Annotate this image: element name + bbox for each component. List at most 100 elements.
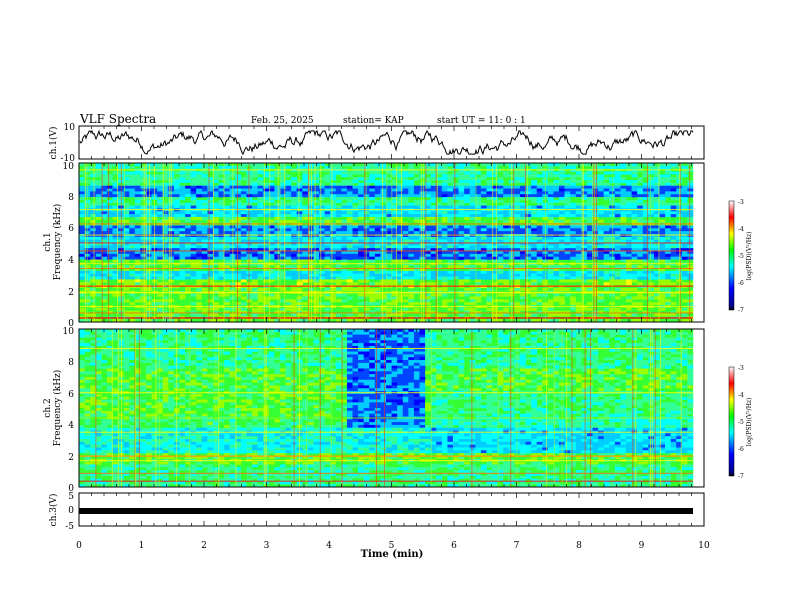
- spectrogram-cell: [497, 202, 504, 206]
- spectrogram-cell: [185, 163, 191, 167]
- spectrogram-cell: [374, 231, 381, 235]
- spectrogram-cell: [274, 199, 281, 204]
- spectrogram-cell: [614, 214, 621, 218]
- spectrogram-cell: [519, 259, 526, 263]
- spectrogram-cell: [240, 231, 247, 235]
- spectrogram-cell: [157, 242, 164, 246]
- spectrogram-cell: [224, 259, 231, 263]
- spectrogram-cell: [240, 307, 247, 311]
- spectrogram-cell: [129, 242, 136, 246]
- spectrogram-cell: [319, 188, 325, 192]
- spectrogram-cell: [665, 165, 671, 169]
- spectrogram-cell: [525, 228, 532, 232]
- spectrogram-cell: [95, 282, 102, 286]
- spectrogram-cell: [659, 225, 666, 229]
- spectrogram-cell: [603, 245, 610, 249]
- spectrogram-cell: [212, 259, 219, 263]
- spectrogram-cell: [190, 177, 197, 181]
- spectrogram-cell: [302, 174, 309, 178]
- spectrogram-cell: [653, 287, 660, 292]
- spectrogram-cell: [173, 191, 180, 195]
- spectrogram-cell: [352, 171, 359, 175]
- spectrogram-cell: [369, 194, 376, 198]
- spectrogram-cell: [95, 216, 102, 221]
- spectrogram-cell: [173, 259, 180, 263]
- spectrogram-cell: [346, 248, 353, 252]
- spectrogram-cell: [413, 259, 420, 263]
- spectrogram-cell: [514, 248, 521, 252]
- spectrogram-cell: [380, 293, 387, 297]
- spectrogram-cell: [447, 163, 454, 167]
- spectrogram-cell: [129, 225, 136, 229]
- spectrogram-cell: [503, 293, 510, 297]
- spectrogram-cell: [464, 293, 471, 297]
- spectrogram-cell: [173, 165, 180, 169]
- spectrogram-cell: [514, 191, 521, 195]
- spectrogram-cell: [559, 245, 565, 249]
- station-label: station= KAP: [343, 116, 404, 126]
- spectrogram-cell: [179, 188, 186, 192]
- spectrogram-cell: [514, 199, 521, 204]
- spectrogram-cell: [95, 236, 102, 240]
- spectrogram-cell: [335, 191, 342, 195]
- spectrogram-cell: [212, 163, 219, 167]
- spectrogram-cell: [659, 282, 666, 286]
- spectrogram-cell: [257, 171, 264, 175]
- spectrogram-cell: [291, 205, 297, 209]
- spectrogram-cell: [531, 282, 538, 286]
- spectrogram-cell: [157, 307, 164, 311]
- spectrogram-cell: [480, 287, 487, 292]
- spectrogram-cell: [79, 253, 85, 257]
- spectrogram-cell: [145, 199, 152, 204]
- spectrogram-cell: [106, 199, 113, 204]
- spectrogram-cell: [335, 171, 342, 175]
- spectrogram-cell: [129, 177, 136, 181]
- spectrogram-cell: [185, 216, 191, 221]
- spectrogram-cell: [268, 248, 275, 252]
- spectrogram-cell: [380, 171, 387, 175]
- spectrogram-cell: [676, 177, 683, 181]
- spectrogram-cell: [525, 253, 532, 257]
- spectrogram-cell: [179, 307, 186, 311]
- spectrogram-cell: [592, 231, 599, 235]
- spectrogram-cell: [531, 194, 538, 198]
- spectrogram-cell: [492, 177, 498, 181]
- spectrogram-cell: [224, 299, 231, 303]
- spectrogram-cell: [475, 245, 482, 249]
- spectrogram-cell: [620, 165, 627, 169]
- spectrogram-cell: [486, 182, 493, 187]
- spectrogram-cell: [252, 293, 258, 297]
- spectrogram-cell: [631, 251, 638, 255]
- spectrogram-cell: [603, 163, 610, 167]
- spectrogram-cell: [592, 248, 599, 252]
- spectrogram-cell: [559, 256, 565, 260]
- spectrogram-cell: [358, 177, 364, 181]
- spectrogram-cell: [145, 205, 152, 209]
- spectrogram-cell: [653, 214, 660, 218]
- spectrogram-cell: [263, 270, 270, 275]
- spectrogram-cell: [285, 199, 292, 204]
- spectrogram-cell: [681, 239, 688, 243]
- spectrogram-cell: [173, 199, 180, 204]
- spectrogram-cell: [95, 219, 102, 223]
- spectrogram-cell: [112, 248, 119, 252]
- spectrogram-cell: [564, 188, 571, 192]
- spectrogram-cell: [157, 191, 164, 195]
- spectrogram-cell: [648, 194, 655, 198]
- spectrogram-cell: [665, 231, 671, 235]
- spectrogram-cell: [129, 191, 136, 195]
- spectrogram-cell: [319, 276, 325, 280]
- spectrogram-cell: [218, 205, 225, 209]
- spectrogram-cell: [436, 245, 443, 249]
- spectrogram-cell: [313, 214, 320, 218]
- spectrogram-cell: [531, 185, 538, 189]
- spectrogram-cell: [553, 214, 560, 218]
- spectrogram-cell: [90, 270, 97, 275]
- spectrogram-cell: [458, 188, 465, 192]
- spectrogram-cell: [447, 239, 454, 243]
- spectrogram-cell: [196, 163, 203, 167]
- spectrogram-cell: [218, 293, 225, 297]
- spectrogram-cell: [452, 236, 459, 240]
- spectrogram-cell: [570, 302, 577, 306]
- spectrogram-cell: [536, 268, 543, 272]
